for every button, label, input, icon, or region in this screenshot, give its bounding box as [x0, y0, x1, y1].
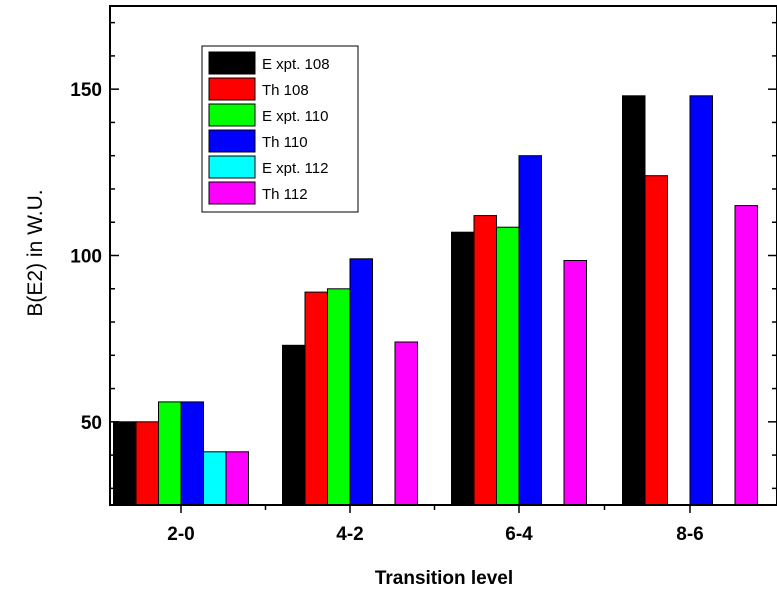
- legend-label: E xpt. 108: [262, 56, 330, 73]
- bar-6-4-series-5: [563, 260, 587, 506]
- y-axis-ticks: 50 100 150: [70, 21, 777, 490]
- bar-4-2-series-1: [304, 291, 328, 506]
- x-tick-label: 4-2: [336, 524, 363, 545]
- legend: E xpt. 108 Th 108 E xpt. 110 Th 110 E xpt. 1…: [201, 45, 359, 213]
- bar-2-0-series-4: [203, 451, 227, 506]
- bar-2-0-series-0: [113, 421, 137, 506]
- bar-2-0-series-1: [135, 421, 159, 506]
- x-tick-label: 6-4: [505, 524, 533, 545]
- bar-4-2-series-3: [349, 258, 373, 506]
- bar-8-6-series-5: [734, 205, 758, 506]
- bar-4-2-series-5: [394, 341, 418, 506]
- bar-8-6-series-1: [644, 175, 668, 506]
- legend-swatch: [208, 155, 256, 179]
- bars-group: [113, 95, 758, 506]
- bar-8-6-series-3: [689, 95, 713, 506]
- bar-6-4-series-1: [473, 215, 497, 506]
- bar-6-4-series-2: [496, 226, 520, 506]
- x-tick-label: 8-6: [676, 524, 703, 545]
- y-tick-label: 100: [70, 247, 102, 268]
- bar-2-0-series-3: [180, 401, 204, 506]
- legend-swatch: [208, 51, 256, 75]
- legend-label: Th 108: [262, 82, 309, 99]
- legend-label: Th 112: [262, 186, 308, 203]
- y-tick-label: 150: [70, 80, 102, 101]
- bar-4-2-series-0: [282, 344, 306, 506]
- y-tick-label: 50: [81, 413, 102, 434]
- x-axis-ticks: 2-0 4-2 6-4 8-6: [167, 505, 704, 545]
- legend-swatch: [208, 181, 256, 205]
- bar-2-0-series-2: [158, 401, 182, 506]
- bar-4-2-series-2: [327, 288, 351, 506]
- bar-8-6-series-0: [622, 95, 646, 506]
- legend-label: E xpt. 110: [262, 108, 328, 125]
- legend-label: Th 110: [262, 134, 308, 151]
- legend-swatch: [208, 77, 256, 101]
- bar-6-4-series-3: [518, 155, 542, 506]
- legend-label: E xpt. 112: [262, 160, 328, 177]
- bar-6-4-series-0: [451, 231, 475, 506]
- x-axis-title: Transition level: [375, 568, 513, 589]
- x-tick-label: 2-0: [167, 524, 194, 545]
- y-axis-title: B(E2) in W.U.: [24, 189, 47, 316]
- legend-swatch: [208, 103, 256, 127]
- bar-2-0-series-5: [225, 451, 249, 506]
- legend-swatch: [208, 129, 256, 153]
